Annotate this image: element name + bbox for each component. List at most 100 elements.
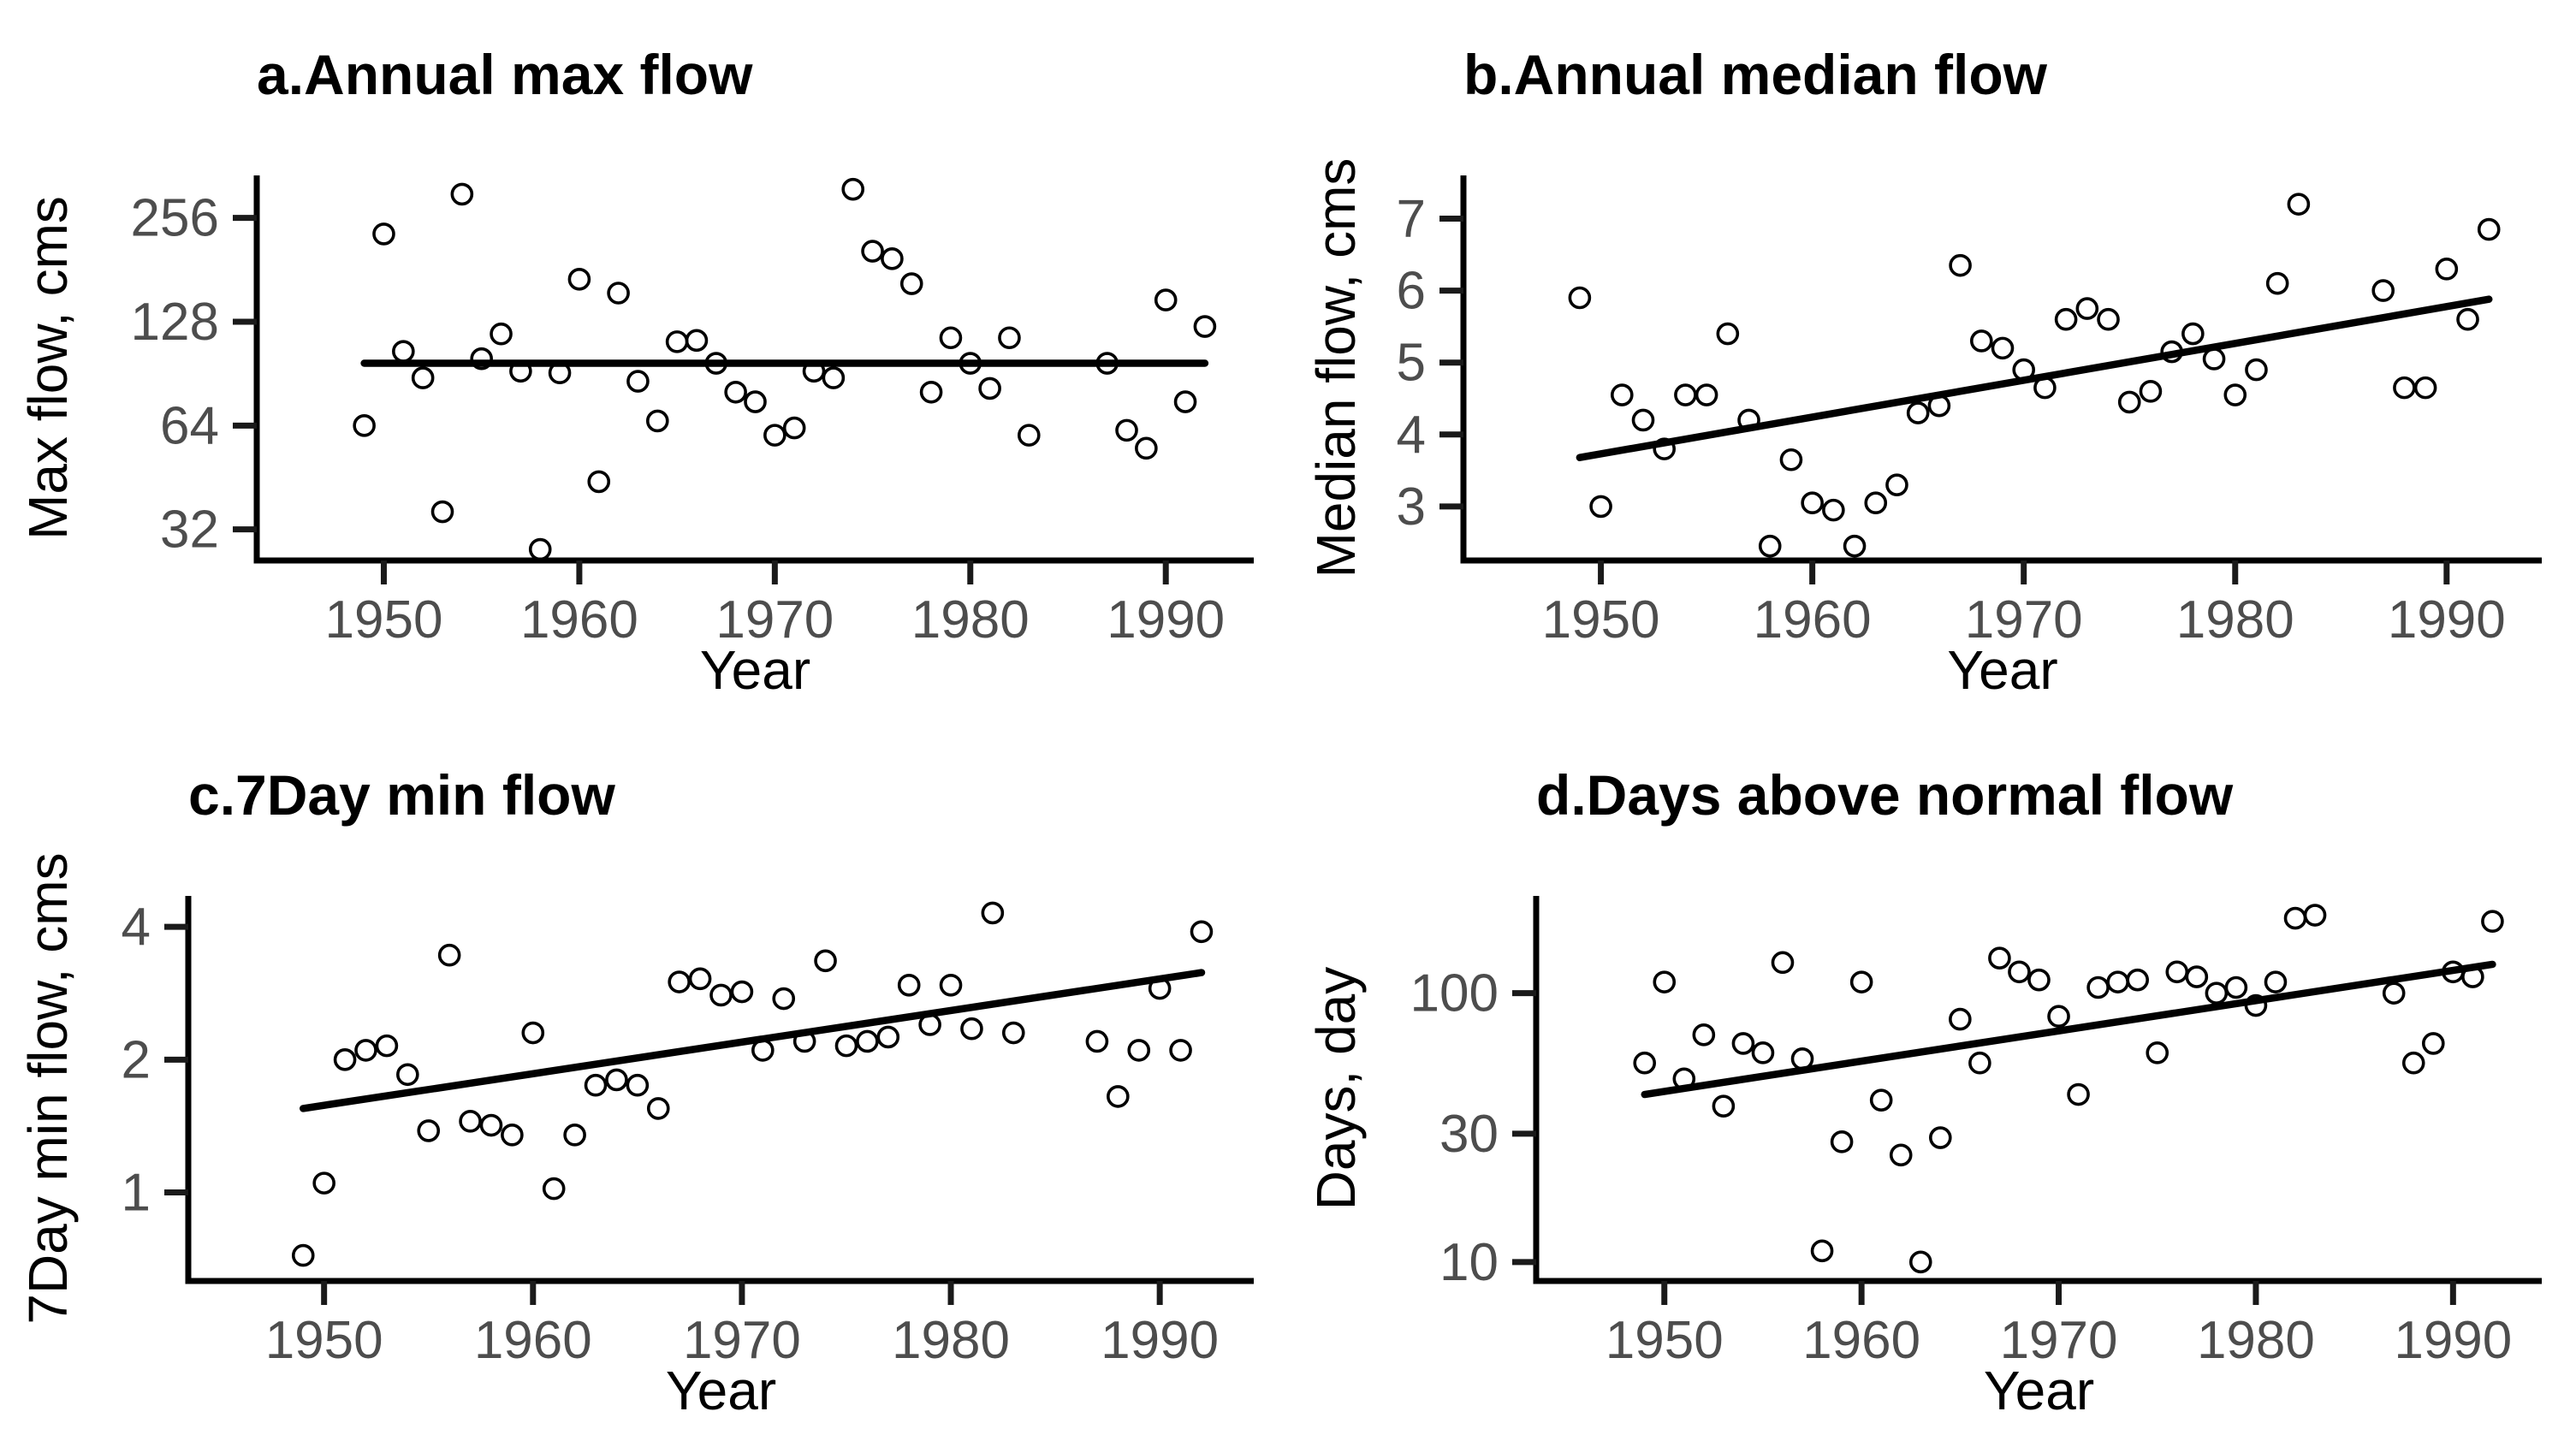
data-point-d: [1692, 1023, 1716, 1047]
data-point-a: [490, 322, 513, 346]
data-point-b: [1589, 495, 1612, 519]
data-point-b: [1843, 534, 1867, 558]
data-point-c: [375, 1034, 399, 1058]
data-point-a: [841, 177, 865, 201]
data-point-a: [411, 366, 435, 389]
data-point-c: [960, 1017, 983, 1041]
data-point-a: [509, 359, 532, 383]
data-point-a: [450, 182, 474, 206]
data-point-b: [1885, 473, 1908, 496]
y-tick-label-b: 7: [1397, 189, 1426, 248]
data-point-b: [1737, 408, 1760, 432]
data-point-a: [645, 409, 669, 433]
data-point-b: [1801, 491, 1824, 515]
data-point-a: [353, 414, 376, 437]
trend-line-b: [1576, 295, 2493, 461]
trend-line-c: [300, 969, 1206, 1112]
data-point-d: [1751, 1041, 1775, 1064]
data-point-c: [521, 1021, 545, 1045]
points-d: [1633, 904, 2504, 1274]
data-point-a: [1173, 390, 1197, 413]
data-point-c: [834, 1034, 858, 1058]
y-tick-label-a: 32: [160, 501, 219, 560]
x-tick-label-c: 1970: [683, 1311, 801, 1370]
panel-days-above-normal-flow: d.Days above normal flow Days, day Year 195…: [1288, 720, 2576, 1441]
y-tick-label-b: 3: [1397, 477, 1426, 537]
data-point-c: [354, 1039, 377, 1062]
x-axis-title-a: Year: [700, 639, 810, 701]
data-point-d: [2421, 1032, 2445, 1055]
data-point-b: [2393, 376, 2416, 400]
data-point-a: [528, 537, 552, 561]
x-tick-label-c: 1950: [265, 1311, 383, 1370]
data-point-b: [1991, 336, 2015, 360]
data-point-b: [1906, 401, 1930, 424]
panel-title-b: b.Annual median flow: [1463, 43, 2048, 106]
data-point-b: [1716, 322, 1740, 346]
data-point-c: [688, 967, 712, 991]
y-tick-label-d: 30: [1439, 1105, 1499, 1164]
data-point-c: [939, 973, 963, 997]
data-point-d: [1968, 1051, 1991, 1075]
data-point-c: [459, 1110, 482, 1133]
data-point-c: [1169, 1039, 1192, 1062]
data-point-c: [1127, 1039, 1151, 1062]
data-point-b: [1695, 383, 1718, 406]
data-point-a: [802, 359, 826, 383]
data-point-b: [2435, 258, 2459, 281]
data-point-a: [899, 272, 923, 295]
x-tick-label-a: 1980: [911, 590, 1030, 649]
data-point-c: [876, 1025, 900, 1049]
data-point-a: [372, 222, 395, 246]
data-point-d: [2126, 968, 2149, 992]
y-tick-label-a: 256: [131, 189, 219, 248]
data-point-a: [919, 380, 943, 404]
data-point-b: [1927, 394, 1951, 418]
data-point-b: [2054, 307, 2078, 331]
data-point-c: [981, 901, 1005, 925]
x-tick-label-a: 1960: [520, 590, 638, 649]
data-point-b: [2075, 297, 2099, 320]
data-point-b: [2456, 307, 2479, 331]
data-point-d: [2086, 975, 2110, 999]
x-tick-label-b: 1970: [1965, 590, 2083, 649]
data-point-c: [584, 1073, 608, 1097]
data-point-a: [704, 352, 728, 375]
data-point-a: [1154, 288, 1178, 311]
data-point-a: [430, 500, 454, 524]
x-tick-label-d: 1970: [2000, 1311, 2118, 1370]
data-point-b: [2477, 217, 2501, 241]
data-point-a: [744, 390, 767, 413]
data-point-b: [2160, 340, 2183, 364]
data-point-d: [1672, 1067, 1696, 1091]
data-point-d: [2165, 960, 2189, 984]
y-axis-title-b: Median flow, cms: [1305, 158, 1367, 578]
data-point-b: [1610, 383, 1634, 406]
x-tick-label-d: 1960: [1802, 1311, 1920, 1370]
x-axis-title-b: Year: [1947, 639, 2057, 701]
data-point-c: [501, 1124, 524, 1147]
data-point-b: [2413, 376, 2437, 400]
data-point-d: [2224, 975, 2248, 999]
data-point-b: [2245, 358, 2268, 382]
data-point-b: [1568, 286, 1592, 310]
data-point-d: [2067, 1082, 2090, 1106]
x-tick-label-a: 1950: [325, 590, 443, 649]
data-point-c: [563, 1124, 586, 1147]
data-point-c: [814, 949, 837, 973]
data-point-a: [1115, 418, 1138, 442]
data-point-a: [998, 326, 1021, 350]
panel-title-a: a.Annual max flow: [257, 43, 753, 106]
data-point-c: [396, 1063, 419, 1087]
data-point-d: [1830, 1130, 1854, 1153]
data-point-b: [1969, 329, 1993, 353]
points-a: [353, 177, 1217, 561]
panel-annual-max-flow: a.Annual max flow Max flow, cms Year 1950 19…: [0, 0, 1288, 720]
y-axis-title-c: 7Day min flow, cms: [17, 852, 79, 1324]
data-point-d: [1810, 1239, 1834, 1263]
data-point-b: [2033, 376, 2057, 400]
data-point-a: [567, 268, 591, 291]
data-point-a: [607, 282, 630, 305]
data-point-c: [1148, 976, 1172, 1000]
data-point-d: [1790, 1047, 1814, 1070]
